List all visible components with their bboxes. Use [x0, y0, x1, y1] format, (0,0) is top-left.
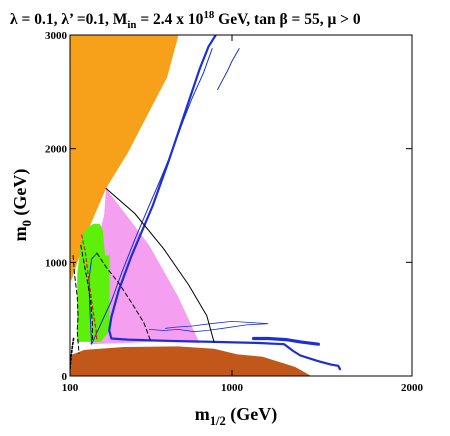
y-axis-label: m0 (GeV) [10, 169, 34, 242]
curve-dashed-left [72, 255, 80, 354]
region-g-minus-2 [88, 188, 200, 345]
y-tick-label: 1000 [45, 257, 68, 269]
ticks-layer: 100 1000 2000 0 1000 2000 3000 [45, 30, 424, 394]
curve-dashed-near [80, 244, 93, 343]
region-no-ewsb [70, 35, 179, 282]
y-tick-label: 0 [62, 371, 68, 383]
curve-boundary-solid [105, 187, 215, 343]
x-tick-label: 1000 [221, 382, 244, 394]
regions-layer [70, 35, 312, 376]
y-tick-label: 3000 [45, 30, 68, 42]
y-tick-label: 2000 [45, 144, 68, 156]
x-tick-label: 100 [62, 382, 79, 394]
region-stau-lsp [70, 346, 312, 376]
curves-layer [70, 35, 342, 371]
curve-dashed-far [96, 252, 152, 343]
plot-frame [69, 34, 413, 377]
curve-relic-density-lobe [148, 320, 269, 333]
curve-relic-density-lower-strip [252, 336, 320, 346]
x-axis-label: m1/2 (GeV) [195, 404, 278, 428]
curve-relic-density-high-branch [217, 48, 240, 91]
chart-title: λ = 0.1, λ’ =0.1, Min = 2.4 x 1018 GeV, … [10, 9, 361, 31]
curve-dashed-red [81, 234, 98, 343]
x-tick-label: 2000 [401, 382, 424, 394]
